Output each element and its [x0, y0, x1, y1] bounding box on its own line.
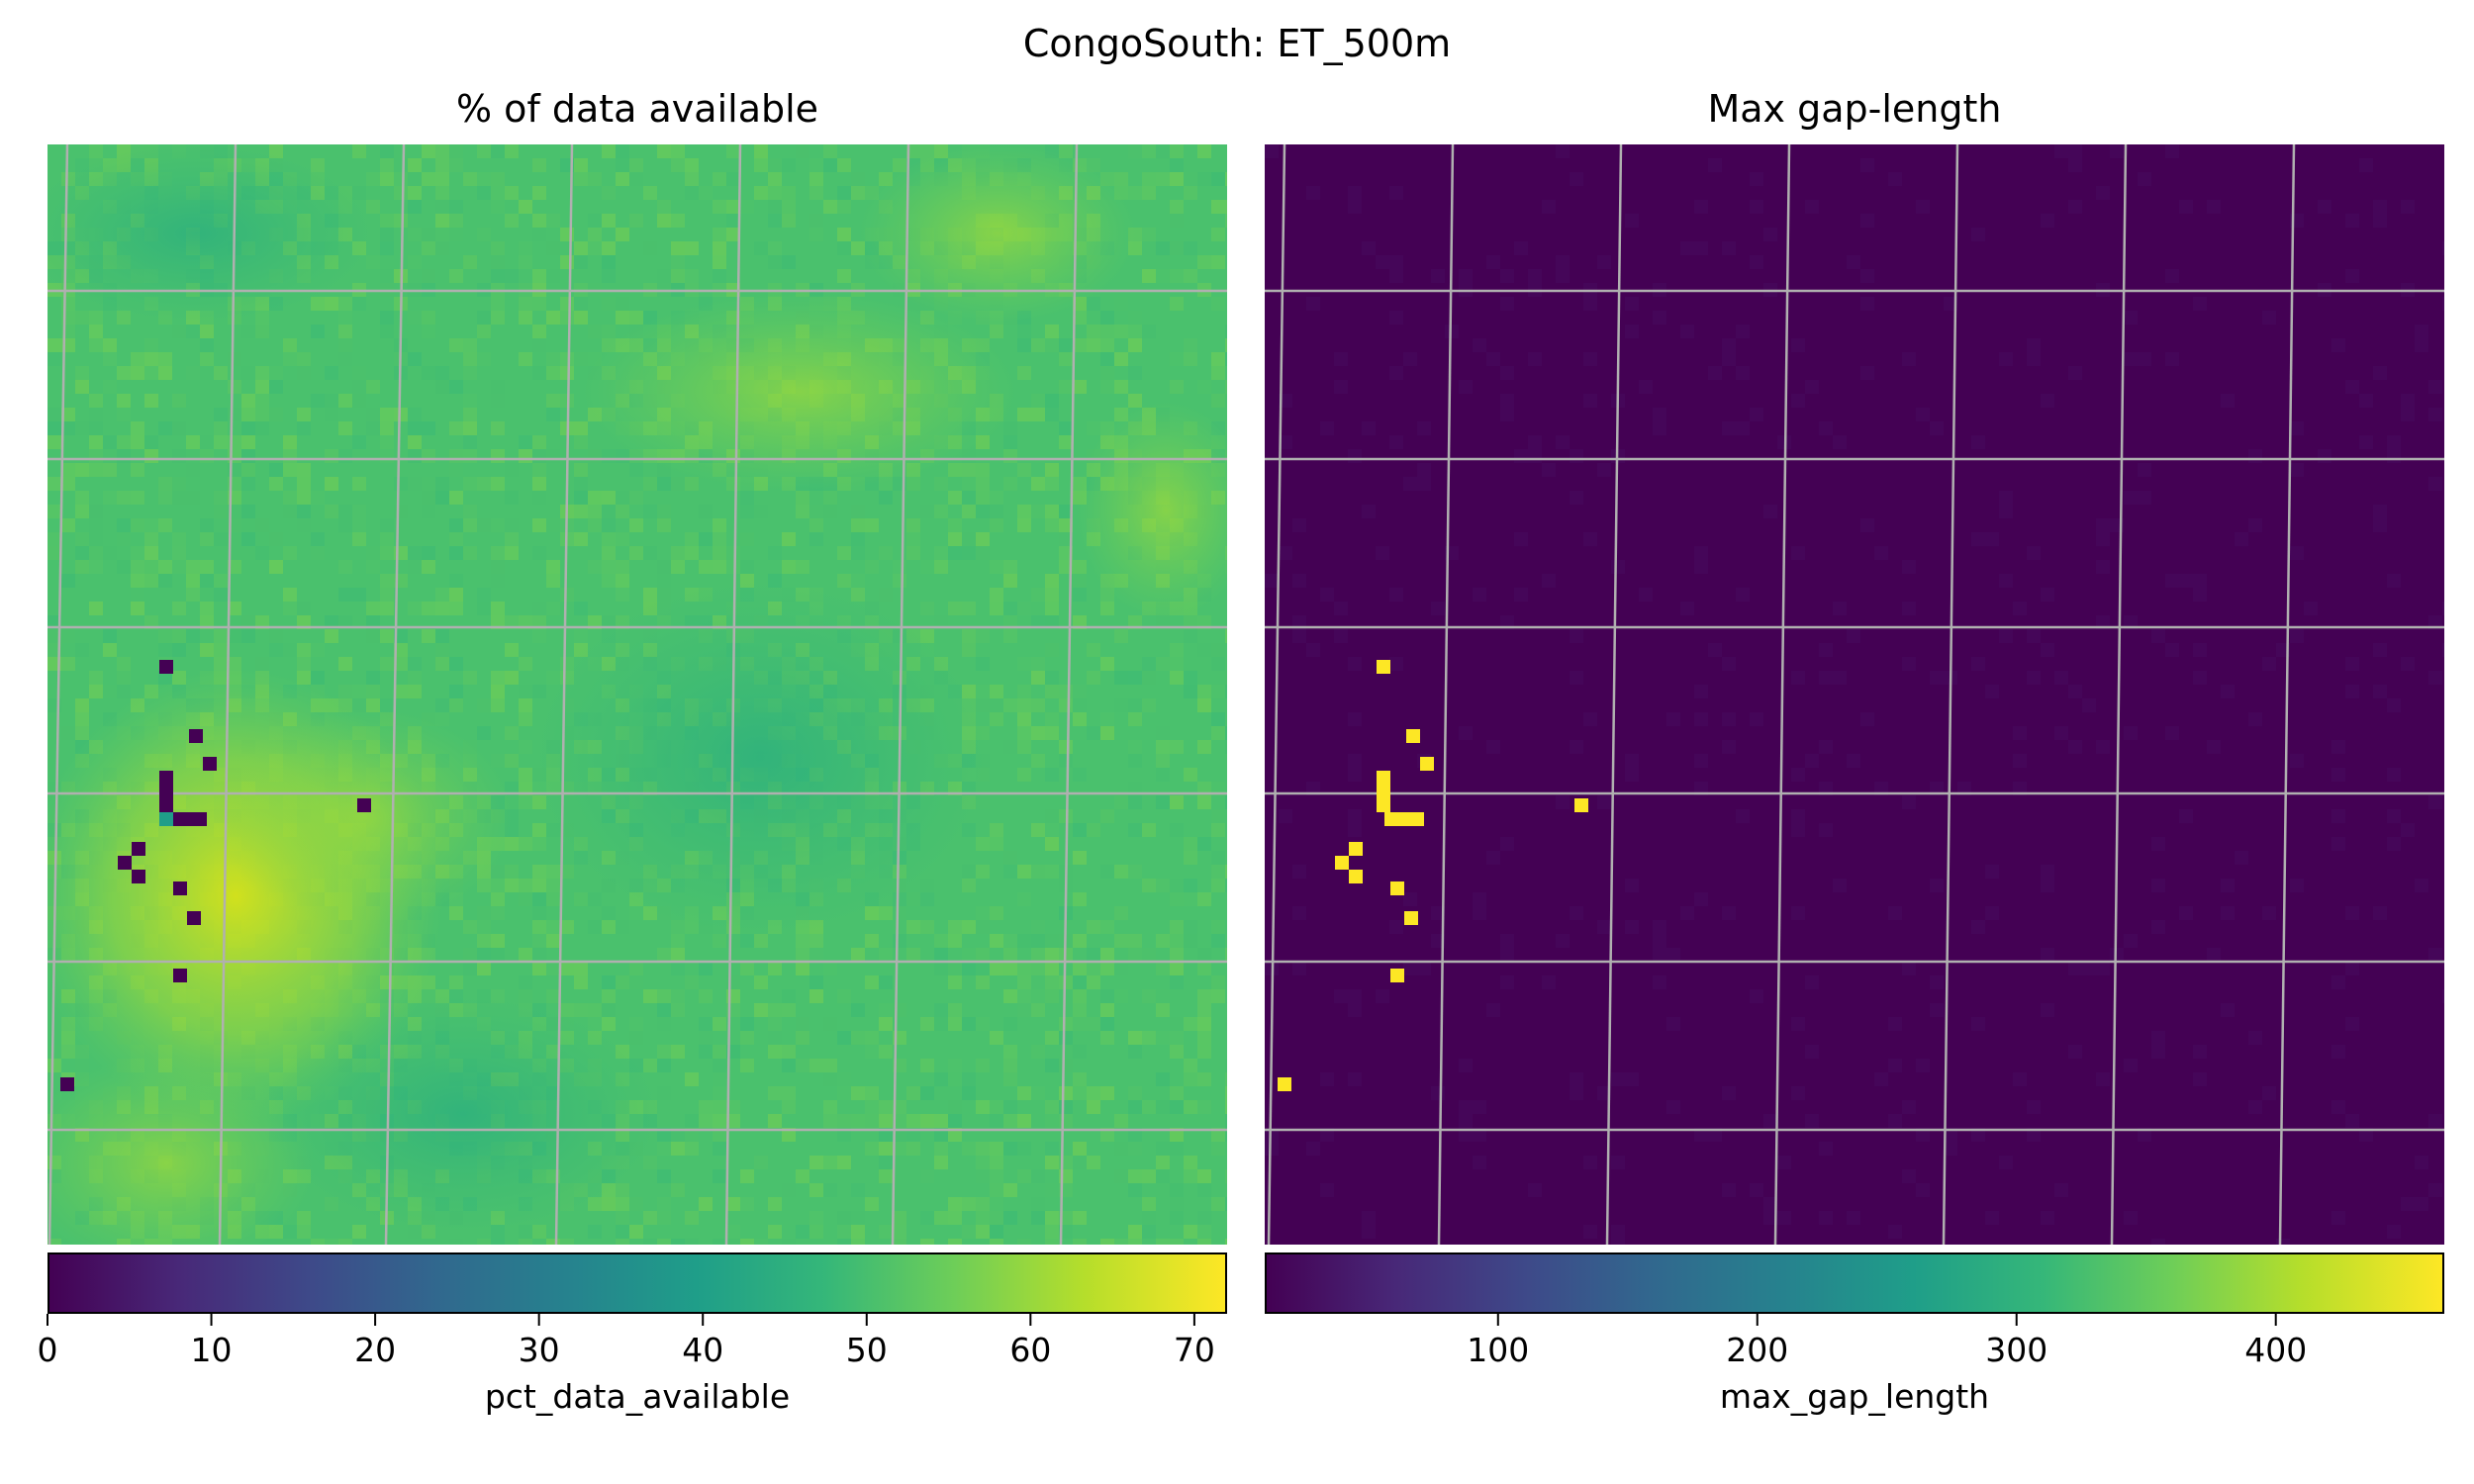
left-colorbar-label: pct_data_available — [484, 1377, 791, 1416]
missing-pixel — [187, 911, 201, 925]
gap-pixel — [1398, 812, 1412, 826]
colorbar-tick-label: 400 — [2244, 1331, 2307, 1369]
colorbar-tick-label: 50 — [846, 1331, 888, 1369]
pct-data-available-map — [48, 144, 1227, 1245]
gap-pixel — [1390, 969, 1404, 982]
colorbar-tick-label: 70 — [1174, 1331, 1215, 1369]
colorbar-tick-label: 300 — [1985, 1331, 2047, 1369]
right-colorbar-label: max_gap_length — [1719, 1377, 1990, 1416]
partial-data-pixel — [159, 812, 173, 826]
gap-pixel — [1574, 798, 1588, 812]
missing-pixel — [159, 660, 173, 674]
colorbar-tick-label: 100 — [1467, 1331, 1529, 1369]
colorbar-tick-label: 20 — [354, 1331, 396, 1369]
gap-pixel — [1278, 1077, 1291, 1091]
gap-pixels — [1278, 660, 1588, 1091]
gap-pixel — [1406, 729, 1420, 743]
missing-pixel — [159, 798, 173, 812]
right-colorbar — [1265, 1252, 2444, 1314]
missing-pixel — [173, 969, 187, 982]
gap-pixel — [1390, 881, 1404, 895]
gap-pixel — [1377, 785, 1390, 798]
missing-pixel — [60, 1077, 74, 1091]
gap-pixel — [1420, 757, 1434, 771]
gap-pixel — [1335, 856, 1349, 870]
colorbar-tick-label: 30 — [519, 1331, 560, 1369]
colorbar-tick-label: 200 — [1726, 1331, 1788, 1369]
colorbar-tick-label: 0 — [38, 1331, 58, 1369]
gap-pixel — [1377, 660, 1390, 674]
right-panel-title: Max gap-length — [1707, 87, 2002, 131]
missing-pixel — [159, 771, 173, 785]
gap-pixel — [1404, 911, 1418, 925]
missing-pixel — [203, 757, 217, 771]
missing-pixel — [132, 870, 145, 883]
figure-title: CongoSouth: ET_500m — [1022, 22, 1452, 65]
gap-pixel — [1377, 798, 1390, 812]
gap-pixel — [1410, 812, 1424, 826]
missing-pixel — [357, 798, 371, 812]
map-graticule — [1265, 144, 2444, 1245]
gap-pixel — [1349, 870, 1363, 883]
max-gap-length-map — [1265, 144, 2444, 1245]
regional-tones — [48, 144, 1227, 1245]
right-colorbar-ticks: 100 200 300 400 — [1265, 1314, 2444, 1433]
map-graticule — [48, 144, 1227, 1245]
missing-pixel — [173, 881, 187, 895]
gap-pixel — [1384, 812, 1398, 826]
missing-pixel — [181, 812, 195, 826]
pixel-texture — [1265, 144, 2444, 1245]
left-colorbar — [48, 1252, 1227, 1314]
missing-pixel — [193, 812, 207, 826]
missing-pixel — [118, 856, 132, 870]
missing-pixel — [189, 729, 203, 743]
colorbar-tick-label: 60 — [1009, 1331, 1051, 1369]
gap-pixel — [1377, 771, 1390, 785]
missing-data-pixels — [60, 660, 371, 1091]
missing-pixel — [132, 842, 145, 856]
gap-pixel — [1349, 842, 1363, 856]
left-panel-title: % of data available — [455, 87, 819, 131]
colorbar-tick-label: 10 — [191, 1331, 233, 1369]
left-colorbar-ticks: 0 10 20 30 40 50 60 70 — [38, 1314, 1227, 1433]
colorbar-tick-label: 40 — [682, 1331, 723, 1369]
missing-pixel — [159, 785, 173, 798]
